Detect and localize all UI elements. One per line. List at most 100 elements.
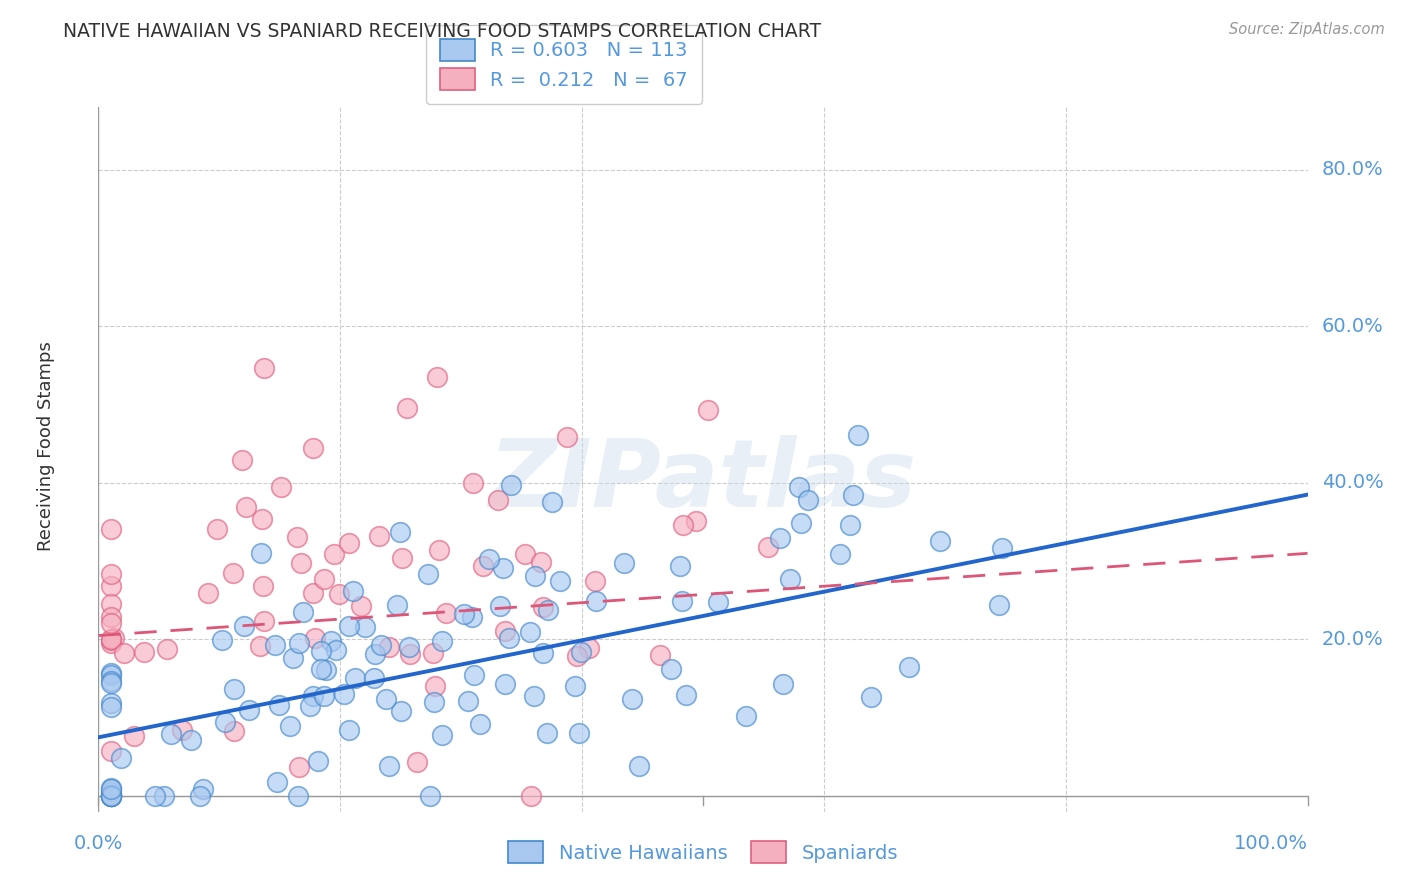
Point xyxy=(290,556,312,570)
Point xyxy=(425,370,447,384)
Point xyxy=(734,708,756,723)
Point xyxy=(463,667,485,681)
Point xyxy=(422,646,444,660)
Point xyxy=(396,401,419,415)
Point xyxy=(112,646,135,660)
Point xyxy=(100,781,122,796)
Point xyxy=(550,574,572,589)
Point xyxy=(193,782,215,797)
Point xyxy=(898,660,921,674)
Point xyxy=(309,662,332,676)
Point xyxy=(627,759,650,773)
Point xyxy=(100,788,122,802)
Point xyxy=(520,789,543,803)
Point xyxy=(489,599,512,613)
Point xyxy=(859,690,882,705)
Point xyxy=(302,689,325,703)
Point xyxy=(339,723,361,737)
Point xyxy=(291,605,314,619)
Point xyxy=(285,530,308,544)
Point xyxy=(501,477,523,491)
Point xyxy=(530,555,553,569)
Point xyxy=(314,690,336,704)
Point xyxy=(661,662,683,676)
Point xyxy=(325,642,347,657)
Point xyxy=(100,597,122,611)
Point xyxy=(434,606,457,620)
Point xyxy=(991,541,1014,555)
Point xyxy=(537,603,560,617)
Point xyxy=(100,567,122,582)
Point xyxy=(264,638,287,652)
Text: 100.0%: 100.0% xyxy=(1233,834,1308,854)
Text: 60.0%: 60.0% xyxy=(1322,317,1384,335)
Point xyxy=(486,492,509,507)
Point xyxy=(287,635,309,649)
Point xyxy=(648,648,671,663)
Point xyxy=(211,633,233,648)
Point xyxy=(100,522,122,536)
Point xyxy=(707,595,730,609)
Point xyxy=(278,719,301,733)
Text: NATIVE HAWAIIAN VS SPANIARD RECEIVING FOOD STAMPS CORRELATION CHART: NATIVE HAWAIIAN VS SPANIARD RECEIVING FO… xyxy=(63,22,821,41)
Point xyxy=(772,677,794,691)
Point xyxy=(498,631,520,645)
Point xyxy=(100,789,122,803)
Point xyxy=(288,760,311,774)
Point xyxy=(389,705,412,719)
Point xyxy=(568,726,591,740)
Point xyxy=(494,677,516,691)
Point xyxy=(432,633,454,648)
Point xyxy=(342,584,364,599)
Point xyxy=(779,572,801,586)
Legend: Native Hawaiians, Spaniards: Native Hawaiians, Spaniards xyxy=(496,830,910,875)
Point xyxy=(453,607,475,621)
Point xyxy=(523,689,546,703)
Point xyxy=(238,703,260,717)
Point xyxy=(100,667,122,681)
Legend: R = 0.603   N = 113, R =  0.212   N =  67: R = 0.603 N = 113, R = 0.212 N = 67 xyxy=(426,25,702,104)
Point xyxy=(270,480,292,494)
Point xyxy=(110,751,132,765)
Point xyxy=(312,572,335,586)
Point xyxy=(354,620,377,634)
Point xyxy=(416,566,439,581)
Point xyxy=(457,694,479,708)
Point xyxy=(100,782,122,797)
Point xyxy=(585,594,607,608)
Point xyxy=(214,714,236,729)
Point xyxy=(103,631,125,645)
Point xyxy=(281,651,304,665)
Point xyxy=(224,681,246,696)
Point xyxy=(222,566,245,580)
Point xyxy=(669,559,692,574)
Point xyxy=(190,789,212,803)
Point xyxy=(399,647,422,661)
Point xyxy=(839,517,862,532)
Point xyxy=(337,619,360,633)
Point xyxy=(524,568,547,582)
Point xyxy=(471,558,494,573)
Point xyxy=(398,640,420,655)
Point xyxy=(672,518,695,533)
Point xyxy=(321,634,343,648)
Point xyxy=(377,640,399,654)
Point xyxy=(156,641,179,656)
Point xyxy=(828,547,851,561)
Point xyxy=(323,547,346,561)
Point xyxy=(461,475,484,490)
Point xyxy=(540,495,562,509)
Point xyxy=(100,675,122,690)
Point xyxy=(328,587,350,601)
Point xyxy=(304,631,326,645)
Point xyxy=(100,789,122,803)
Text: Source: ZipAtlas.com: Source: ZipAtlas.com xyxy=(1229,22,1385,37)
Point xyxy=(309,644,332,658)
Point xyxy=(675,689,697,703)
Point xyxy=(987,599,1010,613)
Point xyxy=(100,666,122,681)
Point xyxy=(100,615,122,630)
Point xyxy=(583,574,606,589)
Point xyxy=(368,529,391,543)
Point xyxy=(929,534,952,549)
